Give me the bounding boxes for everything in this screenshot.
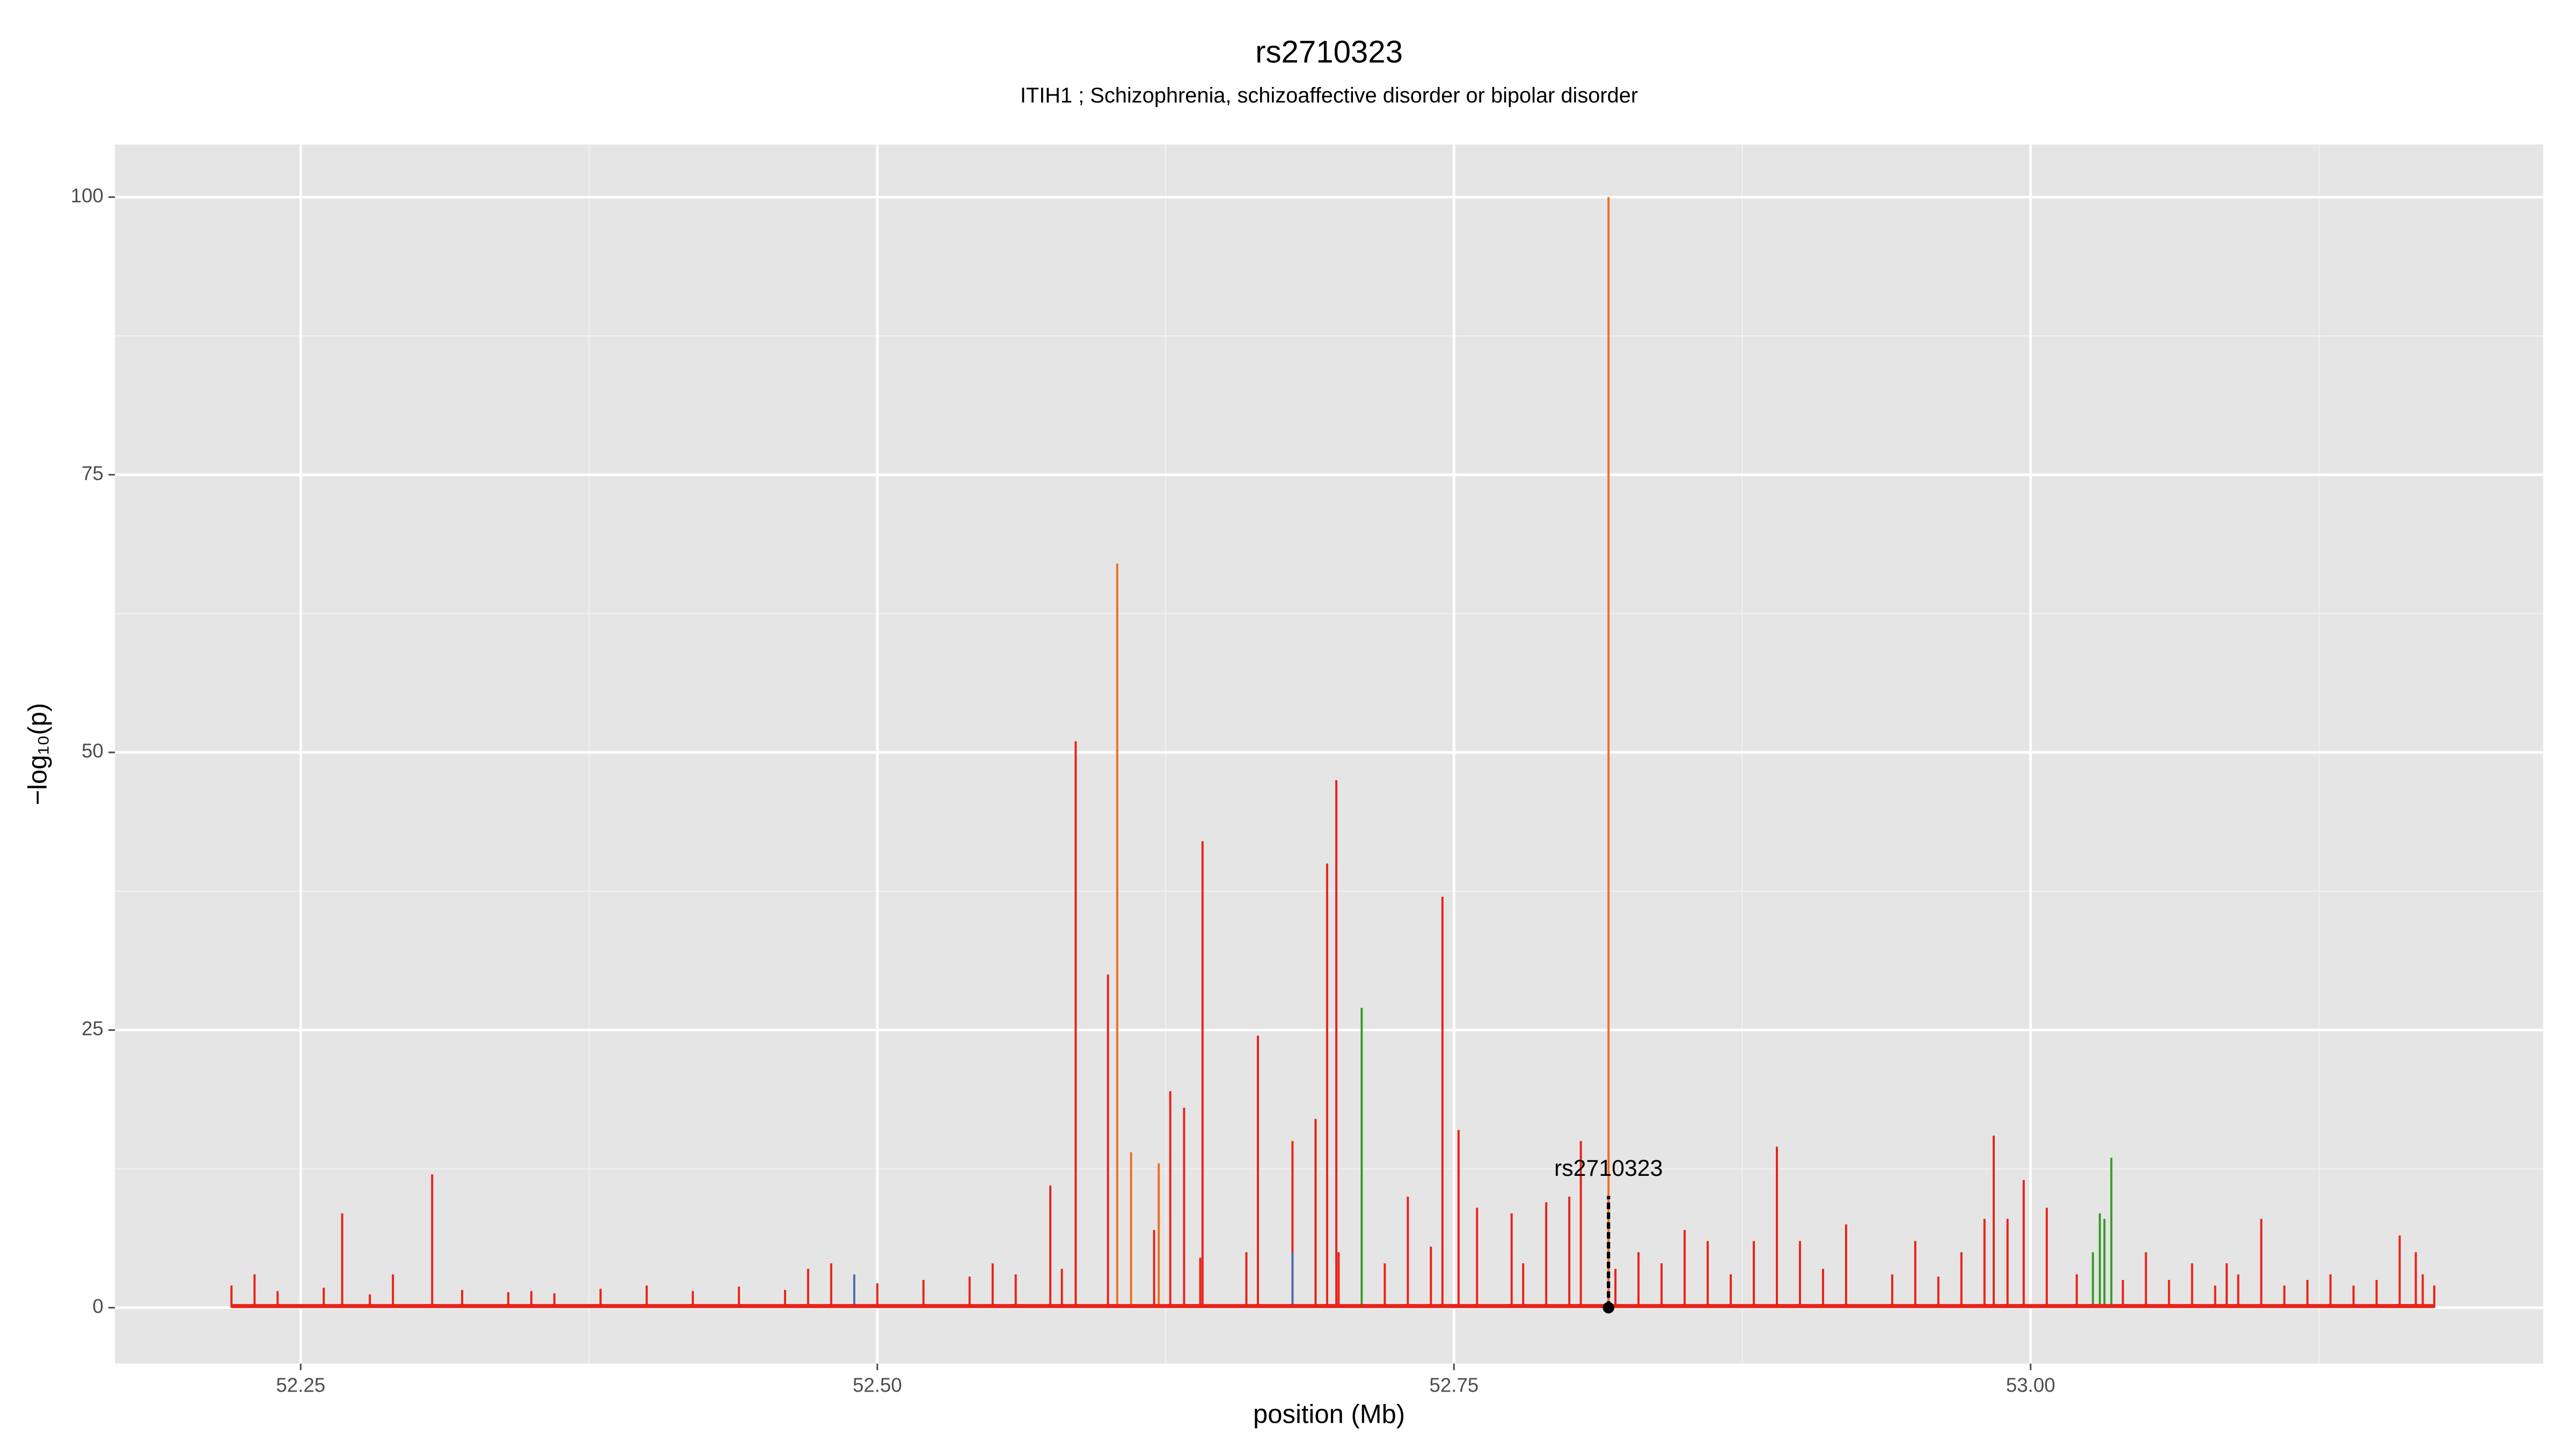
y-tick-label: 100 (71, 185, 104, 207)
axes: 52.25 52.50 52.75 53.00 0 25 50 75 100 (71, 185, 2055, 1396)
x-tick-label: 53.00 (2006, 1374, 2055, 1396)
x-axis-label: position (Mb) (1253, 1400, 1405, 1429)
highlight-label: rs2710323 (1554, 1155, 1663, 1181)
y-tick-label: 25 (82, 1018, 104, 1040)
y-tick-label: 50 (82, 740, 104, 762)
y-tick-label: 0 (92, 1295, 103, 1317)
x-tick-label: 52.50 (853, 1374, 902, 1396)
plot-panel (115, 144, 2543, 1364)
x-tick-label: 52.25 (276, 1374, 325, 1396)
y-tick-label: 75 (82, 462, 104, 484)
x-tick-label: 52.75 (1429, 1374, 1479, 1396)
highlight-point (1602, 1302, 1614, 1314)
marks: rs2710323 (230, 197, 2435, 1314)
chart-title: rs2710323 (1255, 34, 1403, 69)
y-axis-label: −log₁₀(p) (23, 703, 52, 806)
chart-subtitle: ITIH1 ; Schizophrenia, schizoaffective d… (1020, 84, 1638, 107)
